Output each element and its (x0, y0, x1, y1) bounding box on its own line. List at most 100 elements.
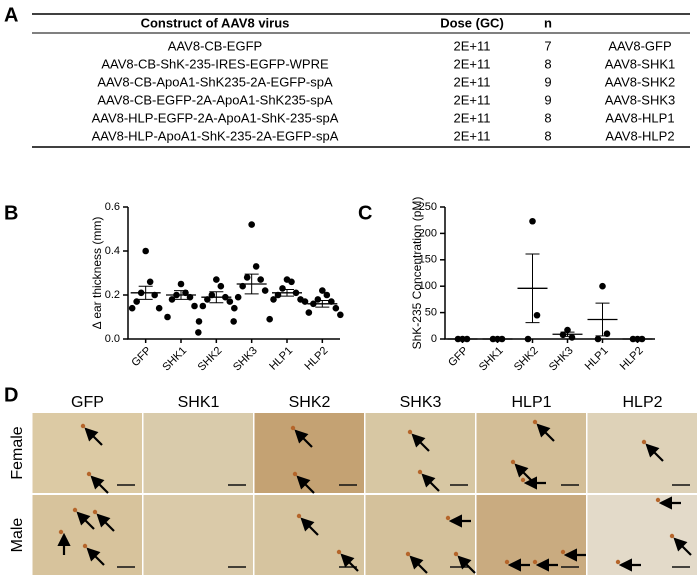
arrow (300, 517, 319, 536)
axis (444, 207, 655, 340)
x-tick-label: SHK3 (231, 345, 260, 374)
x-tick-label: SHK1 (160, 345, 189, 374)
micrograph (365, 495, 475, 575)
table-cell: AAV8-HLP2 (605, 128, 674, 143)
micrograph (254, 413, 364, 493)
table-cell: 2E+11 (454, 110, 491, 125)
data-point (323, 291, 331, 299)
panel-label: B (4, 202, 18, 224)
column-label: SHK3 (400, 394, 442, 411)
cell (669, 533, 675, 539)
error-bar (209, 291, 224, 304)
data-point (319, 287, 326, 294)
data-point (266, 315, 273, 323)
micrograph (587, 495, 697, 575)
y-tick-label: 0.6 (105, 201, 120, 213)
data-point (599, 282, 606, 290)
x-tick-label: SHK2 (196, 345, 225, 374)
x-tick-label: HLP2 (303, 345, 331, 373)
cell (80, 423, 86, 429)
error-bar (174, 290, 188, 300)
y-tick-label: 250 (419, 201, 437, 213)
data-point (529, 217, 536, 225)
micrograph (476, 495, 586, 575)
cell (532, 559, 538, 565)
y-tick-label: 150 (419, 254, 437, 266)
y-tick-label: 100 (419, 280, 437, 292)
arrow (421, 473, 440, 492)
data-point (195, 329, 202, 336)
data-point (231, 304, 238, 312)
error-bar (244, 273, 259, 295)
data-point (164, 313, 171, 321)
x-tick-label: GFP (446, 345, 470, 369)
table-cell: 8 (544, 110, 551, 125)
error-bar (138, 285, 153, 300)
arrow (409, 555, 428, 574)
cell (292, 471, 298, 477)
arrow (76, 511, 95, 530)
data-point (142, 247, 149, 255)
table-cell: AAV8-CB-EGFP (168, 38, 262, 53)
data-point (288, 278, 295, 286)
arrow (645, 443, 664, 462)
column-label: SHK1 (178, 394, 220, 411)
column-label: HLP2 (622, 394, 662, 411)
data-point (533, 311, 541, 319)
data-point (314, 296, 322, 303)
data-point (195, 318, 203, 325)
data-point (226, 298, 234, 305)
arrow (457, 555, 476, 574)
column-label: SHK2 (289, 394, 331, 411)
cell (290, 425, 296, 431)
cell (407, 429, 413, 435)
arrow (673, 537, 692, 556)
arrow (411, 433, 430, 452)
table-cell: AAV8-HLP1 (605, 110, 674, 125)
cell (510, 459, 516, 465)
data-point (191, 302, 198, 310)
data-point (217, 282, 225, 290)
arrow (294, 429, 313, 448)
cell (92, 509, 98, 515)
data-point (301, 298, 309, 305)
data-point (248, 221, 255, 228)
table-cell: AAV8-HLP-EGFP-2A-ApoA1-ShK-235-spA (92, 110, 339, 125)
data-point (568, 334, 576, 341)
arrow (340, 553, 359, 572)
cell (72, 507, 78, 513)
table-cell: AAV8-SHK1 (605, 56, 676, 71)
table-cell: AAV8-SHK3 (605, 92, 676, 107)
data-point (234, 293, 242, 301)
table-header: n (544, 15, 552, 30)
micrograph (143, 413, 253, 493)
x-tick-label: HLP1 (267, 345, 295, 373)
y-tick-label: 0.4 (105, 245, 120, 257)
error-bar (315, 300, 330, 308)
micrograph (143, 495, 253, 575)
panel-label: C (358, 202, 372, 224)
table-cell: 2E+11 (454, 128, 491, 143)
table-header: Dose (GC) (440, 15, 504, 30)
column-label: GFP (71, 394, 104, 411)
error-bar (280, 289, 294, 297)
panel-label: D (4, 384, 18, 406)
y-axis-label: ShK-235 Concentration (pM) (410, 197, 424, 350)
cell (504, 559, 510, 565)
y-tick-label: 0.0 (105, 333, 120, 345)
table-cell: 2E+11 (454, 92, 491, 107)
table-cell: AAV8-GFP (608, 38, 671, 53)
arrow (296, 475, 315, 494)
arrow (84, 427, 103, 446)
cell (58, 529, 64, 535)
cell (336, 549, 342, 555)
cell (560, 549, 566, 555)
cell (520, 477, 526, 483)
data-point (332, 304, 340, 312)
y-tick-label: 0.2 (105, 289, 120, 301)
data-point (230, 318, 237, 325)
data-point (168, 296, 176, 303)
x-tick-label: HLP1 (583, 345, 611, 373)
table-cell: 8 (544, 128, 551, 143)
